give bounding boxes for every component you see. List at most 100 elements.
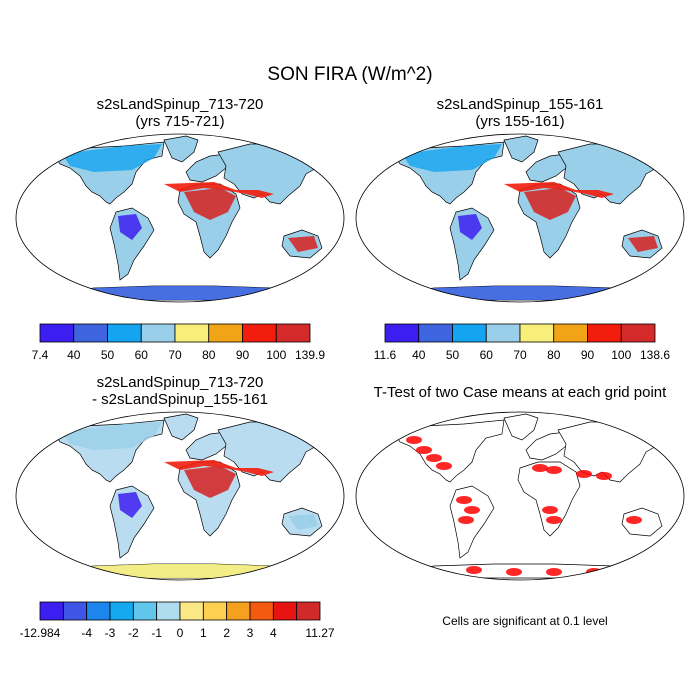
continent-europe [185, 431, 227, 461]
colorbar-tick-label: 11.27 [305, 626, 334, 640]
colorbar-swatch [140, 323, 176, 343]
colorbar-tick-label: -4 [81, 626, 92, 640]
significant-region [416, 446, 432, 454]
panel-1-title-line2: (yrs 715-721) [135, 113, 225, 130]
panel-2-title-line1: s2sLandSpinup_155-161 [436, 96, 604, 113]
australia-interior [288, 236, 318, 252]
colorbar-tick-label: 100 [266, 348, 286, 362]
colorbar-swatch [174, 323, 210, 343]
colorbar-swatch [179, 601, 204, 621]
subtropical-band [164, 460, 274, 476]
continent-europe [525, 153, 567, 183]
panel-2-title: s2sLandSpinup_155-161 (yrs 155-161) [360, 96, 680, 130]
colorbar-tick-label: 80 [202, 348, 216, 362]
colorbar-tick-label: 4 [270, 626, 277, 640]
continent-northAmerica [393, 419, 505, 483]
continent-australia [621, 507, 663, 537]
sahara-region [524, 188, 576, 220]
colorbar-swatch [587, 323, 622, 343]
colorbar-swatch [519, 323, 555, 343]
colorbar-swatch [208, 323, 243, 343]
panel-1-title: s2sLandSpinup_713-720 (yrs 715-721) [20, 96, 340, 130]
map-border [15, 133, 345, 303]
colorbar-swatch [553, 323, 588, 343]
map-border [355, 133, 685, 303]
panel-1-title-line1: s2sLandSpinup_713-720 [96, 96, 264, 113]
colorbar-swatch [272, 601, 298, 621]
colorbar-tick-label: 7.4 [32, 348, 49, 362]
colorbar-swatch [86, 601, 111, 621]
colorbar-tick-label: 90 [581, 348, 595, 362]
panel-4-title-line1: T-Test of two Case means at each grid po… [373, 384, 667, 401]
continent-greenland [503, 413, 539, 441]
panel-3-title-line1: s2sLandSpinup_713-720 [96, 374, 264, 391]
significant-region [626, 516, 642, 524]
colorbar-swatch [202, 601, 228, 621]
northern-land [402, 144, 502, 172]
amazon-region [458, 214, 482, 240]
colorbar-swatch [242, 323, 277, 343]
map-border [15, 411, 345, 581]
amazon-region [118, 214, 142, 240]
sahara-region [184, 188, 236, 220]
significant-region [506, 568, 522, 576]
colorbar-tick-label: -12.984 [20, 626, 61, 640]
colorbar-tick-label: 50 [101, 348, 115, 362]
colorbar-swatch [296, 601, 321, 621]
significant-region [532, 464, 548, 472]
colorbar-swatch [62, 601, 88, 621]
colorbar-tick-label: 139.9 [295, 348, 325, 362]
colorbar-tick-label: 2 [223, 626, 230, 640]
colorbar-tick-label: -1 [151, 626, 162, 640]
significant-region [646, 426, 662, 434]
colorbar-tick-label: 70 [168, 348, 182, 362]
australia-interior [288, 514, 318, 530]
map-border [355, 411, 685, 581]
continent-europe [185, 153, 227, 183]
significant-region [436, 462, 452, 470]
significant-region [466, 566, 482, 574]
colorbar-tick-label: -3 [105, 626, 116, 640]
colorbar-tick-label: 3 [247, 626, 254, 640]
continent-africa [517, 461, 581, 537]
colorbar-tick-label: 60 [135, 348, 149, 362]
colorbar-swatch [452, 323, 487, 343]
main-title: SON FIRA (W/m^2) [267, 64, 433, 85]
colorbar-swatch [39, 323, 75, 343]
colorbar-swatch [39, 601, 64, 621]
map-panel-1 [15, 133, 345, 303]
subtropical-band [504, 182, 614, 198]
colorbar-tick-label: 80 [547, 348, 561, 362]
colorbar-swatch [384, 323, 420, 343]
colorbar-tick-label: 90 [236, 348, 250, 362]
northern-land [62, 422, 162, 450]
significant-region [546, 516, 562, 524]
continent-europe [525, 431, 567, 461]
colorbar-swatch [226, 601, 251, 621]
map-panel-4 [355, 411, 685, 581]
colorbar-swatch [485, 323, 521, 343]
colorbar-tick-label: 50 [446, 348, 460, 362]
significant-region [426, 454, 442, 462]
colorbar-swatch [109, 601, 134, 621]
colorbar-panel-2: 11.6 40 50 60 70 80 90 100 138.6 [374, 323, 670, 362]
colorbar-tick-label: 11.6 [374, 348, 397, 362]
colorbar-tick-label: 70 [513, 348, 527, 362]
colorbar-swatch [418, 323, 453, 343]
sahara-region [184, 466, 236, 498]
significant-region [546, 568, 562, 576]
significant-region [458, 516, 474, 524]
panel-2-title-line2: (yrs 155-161) [475, 113, 565, 130]
colorbar-tick-label: 1 [200, 626, 207, 640]
continent-greenland [503, 135, 539, 163]
significant-region [464, 506, 480, 514]
continent-greenland [163, 413, 199, 441]
significant-region [456, 496, 472, 504]
colorbar-tick-label: 40 [412, 348, 426, 362]
australia-interior [628, 236, 658, 252]
map-panel-3 [15, 411, 345, 581]
colorbar-tick-label: -2 [128, 626, 139, 640]
northern-land [62, 144, 162, 172]
amazon-region [118, 492, 142, 518]
colorbar-tick-label: 100 [611, 348, 631, 362]
